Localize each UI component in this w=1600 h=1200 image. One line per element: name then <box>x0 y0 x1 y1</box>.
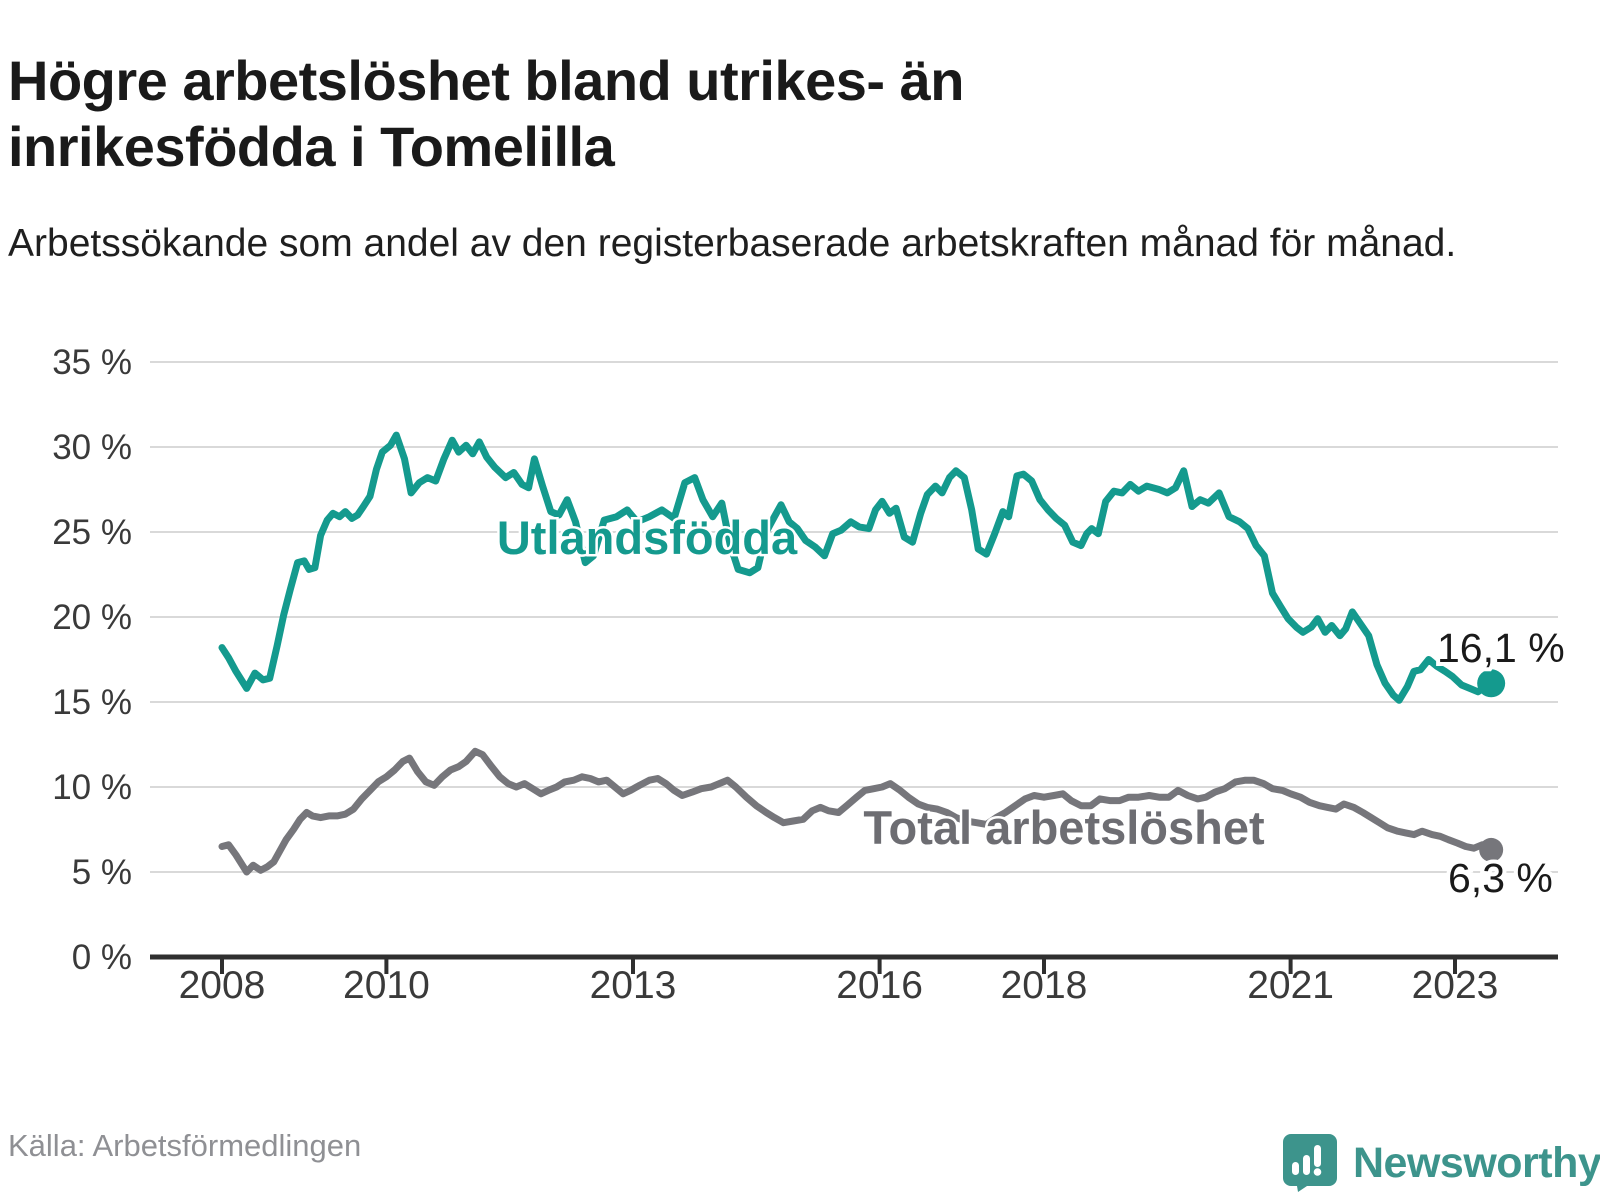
x-axis-tick-label: 2018 <box>1001 964 1088 1007</box>
y-axis-tick-label: 20 % <box>52 598 132 637</box>
series-line-utlandsfodda <box>218 431 1495 704</box>
newsworthy-logo-icon <box>1283 1134 1337 1192</box>
y-axis-tick-label: 0 % <box>72 938 132 977</box>
y-axis-tick-label: 5 % <box>72 853 132 892</box>
x-axis-tick-label: 2016 <box>836 964 923 1007</box>
source-note: Källa: Arbetsförmedlingen <box>8 1128 362 1163</box>
x-axis-tick-label: 2010 <box>343 964 430 1007</box>
chart-title: Högre arbetslöshet bland utrikes- än inr… <box>8 48 964 178</box>
y-axis-tick-label: 10 % <box>52 768 132 807</box>
series-label: Total arbetslöshet <box>863 801 1265 854</box>
end-value-label: 16,1 % <box>1437 625 1565 671</box>
newsworthy-logo-text: Newsworthy <box>1353 1138 1600 1187</box>
series-end-dot <box>1477 669 1506 698</box>
x-axis-tick-label: 2023 <box>1412 964 1499 1007</box>
y-axis-tick-label: 15 % <box>52 683 132 722</box>
x-axis-tick-label: 2008 <box>179 964 266 1007</box>
chart-subtitle: Arbetssökande som andel av den registerb… <box>8 222 1457 265</box>
y-axis-tick-label: 35 % <box>52 343 132 382</box>
y-axis-tick-label: 30 % <box>52 428 132 467</box>
end-value-label: 6,3 % <box>1448 855 1553 901</box>
y-axis-tick-label: 25 % <box>52 513 132 552</box>
series-label: Utlandsfödda <box>497 511 798 564</box>
series-end-dot <box>1479 837 1504 862</box>
series-line-total <box>218 747 1495 876</box>
x-axis-tick-label: 2021 <box>1247 964 1334 1007</box>
x-axis-tick-label: 2013 <box>590 964 677 1007</box>
newsworthy-logo: Newsworthy <box>1283 1134 1600 1192</box>
